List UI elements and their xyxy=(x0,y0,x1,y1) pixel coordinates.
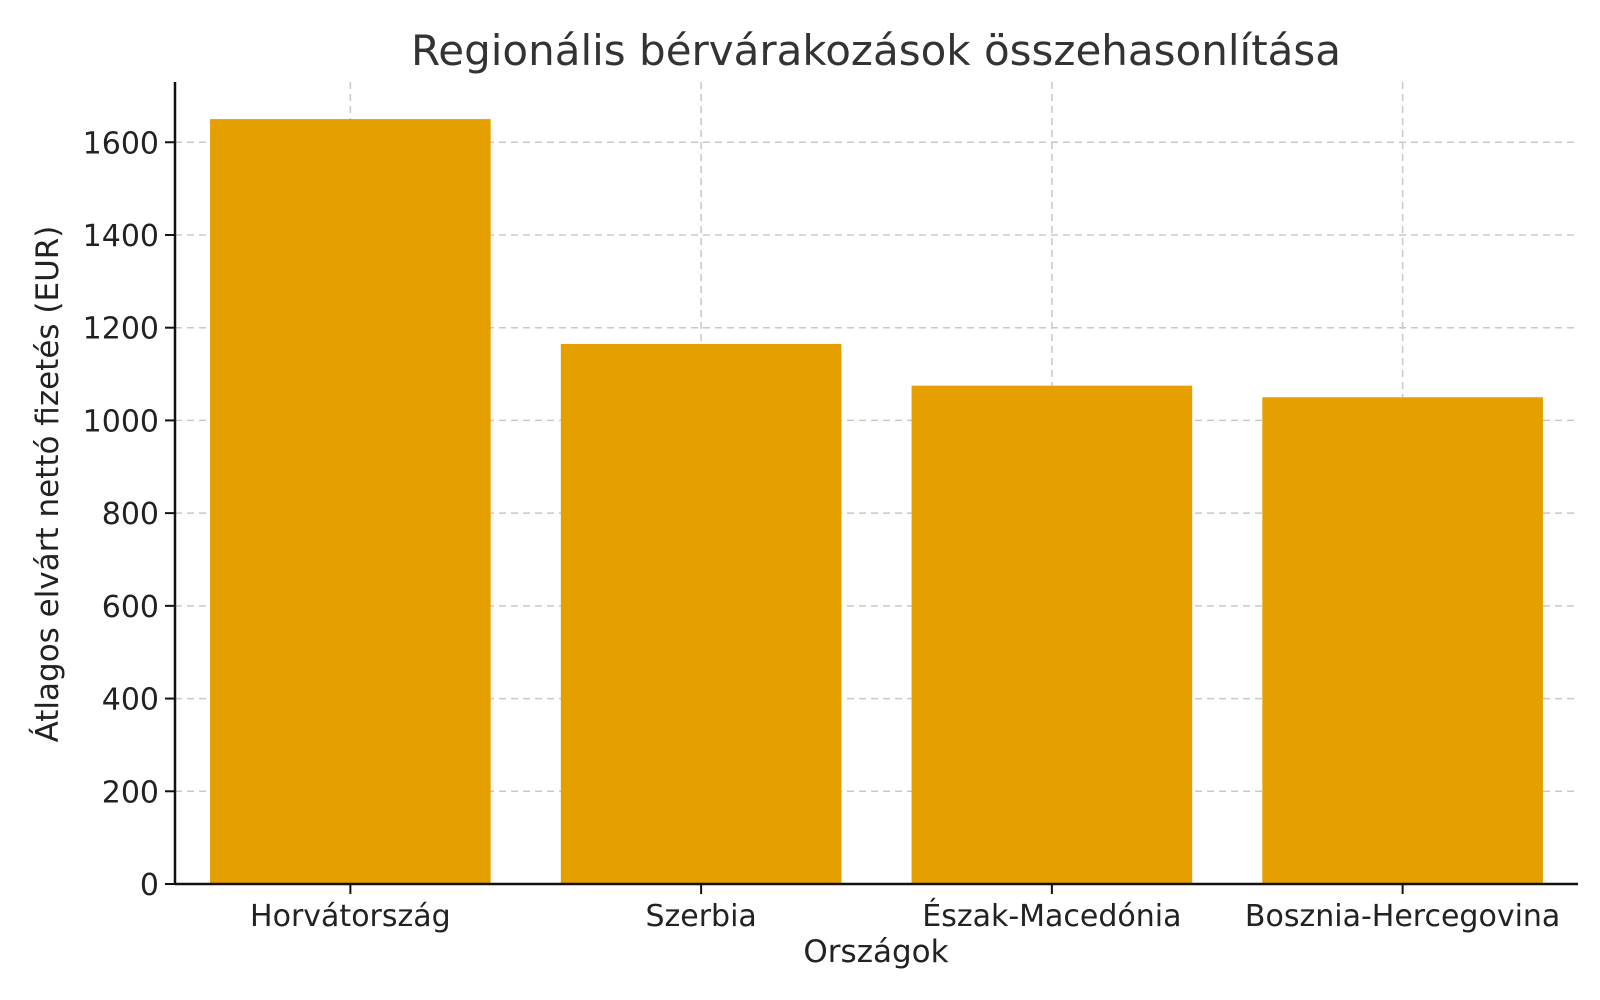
y-tick-label: 1000 xyxy=(83,404,159,439)
x-tick-label: Szerbia xyxy=(645,899,756,934)
x-axis-label: Országok xyxy=(803,934,948,970)
bar xyxy=(911,385,1193,884)
chart-title: Regionális bérvárakozások összehasonlítá… xyxy=(411,26,1341,75)
x-tick-label: Bosznia-Hercegovina xyxy=(1245,899,1560,934)
y-tick-label: 800 xyxy=(102,497,159,532)
y-tick-label: 0 xyxy=(140,868,159,903)
y-ticks: 0 200 400 600 800 1000 1200 1400 1600 xyxy=(83,126,175,903)
bar xyxy=(1262,397,1543,884)
bar xyxy=(560,343,842,884)
y-tick-label: 1600 xyxy=(83,126,159,161)
y-axis-label: Átlagos elvárt nettó fizetés (EUR) xyxy=(30,226,66,743)
y-tick-label: 400 xyxy=(102,683,159,718)
x-ticks: Horvátország Szerbia Észak-Macedónia Boszni… xyxy=(250,884,1560,934)
y-tick-label: 600 xyxy=(102,590,159,625)
y-tick-label: 1400 xyxy=(83,219,159,254)
bar xyxy=(210,119,491,884)
y-tick-label: 200 xyxy=(102,775,159,810)
x-tick-label: Észak-Macedónia xyxy=(922,898,1181,934)
x-tick-label: Horvátország xyxy=(250,899,451,934)
axes xyxy=(173,82,1578,886)
y-tick-label: 1200 xyxy=(83,312,159,347)
bars xyxy=(210,119,1543,884)
